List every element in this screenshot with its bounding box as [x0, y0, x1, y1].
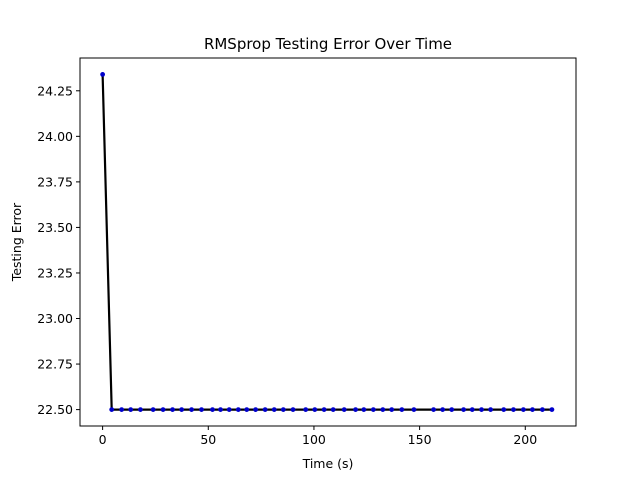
- data-point: [511, 407, 516, 413]
- data-point: [262, 407, 268, 413]
- data-point: [399, 407, 405, 413]
- y-tick-label: 23.00: [37, 311, 73, 326]
- y-tick-label: 23.50: [37, 220, 73, 235]
- data-point: [501, 407, 507, 413]
- data-point: [312, 407, 318, 413]
- x-tick-label: 100: [302, 432, 326, 447]
- data-point: [109, 407, 115, 413]
- y-tick-label: 24.25: [37, 83, 73, 98]
- data-point: [210, 407, 215, 413]
- x-tick-label: 50: [200, 432, 216, 447]
- axes-frame: [79, 57, 577, 427]
- y-axis-ticks: 22.50 22.75 23.00 23.25 23.50 23.75 24.00 24.25: [37, 83, 80, 417]
- data-point: [244, 407, 250, 413]
- data-point: [411, 407, 417, 413]
- x-axis-ticks: 0 50 100 150 200: [99, 426, 537, 447]
- data-point: [488, 407, 494, 413]
- data-point: [321, 407, 327, 413]
- data-point: [539, 407, 545, 413]
- y-tick-label: 22.50: [37, 402, 73, 417]
- data-point: [361, 407, 367, 413]
- data-point: [549, 407, 555, 413]
- data-point: [189, 407, 194, 413]
- data-point: [199, 407, 204, 413]
- data-point: [530, 407, 535, 413]
- plot-area: 0 50 100 150 200 22.50 22.75 23.00 23.25 23.50 23…: [37, 57, 577, 447]
- x-tick-label: 0: [99, 432, 107, 447]
- data-point: [479, 407, 484, 413]
- y-tick-label: 22.75: [37, 357, 73, 372]
- data-point: [461, 407, 466, 413]
- data-point: [341, 407, 347, 413]
- data-point: [218, 407, 223, 413]
- series-layer: [100, 71, 555, 413]
- data-point: [520, 407, 526, 413]
- data-point: [160, 407, 166, 413]
- data-point: [128, 407, 134, 413]
- data-point: [303, 407, 309, 413]
- data-point: [330, 407, 336, 413]
- data-point: [431, 407, 436, 413]
- data-point: [150, 407, 156, 413]
- data-point: [389, 407, 395, 413]
- data-point: [100, 71, 106, 77]
- y-axis-label: Testing Error: [9, 202, 24, 282]
- data-point: [235, 407, 241, 413]
- data-point: [138, 407, 143, 413]
- y-tick-label: 24.00: [37, 129, 73, 144]
- chart-title: RMSprop Testing Error Over Time: [204, 35, 452, 53]
- y-tick-label: 23.25: [37, 265, 73, 280]
- data-point: [179, 407, 185, 413]
- data-point: [469, 407, 475, 413]
- data-point: [353, 407, 358, 413]
- data-point: [380, 407, 386, 413]
- data-point: [226, 407, 232, 413]
- x-tick-label: 200: [513, 432, 537, 447]
- data-point: [271, 407, 277, 413]
- data-point: [449, 407, 455, 413]
- x-tick-label: 150: [408, 432, 432, 447]
- y-tick-label: 23.75: [37, 174, 73, 189]
- data-point: [370, 407, 376, 413]
- data-point: [170, 407, 175, 413]
- data-point: [119, 407, 125, 413]
- data-point: [280, 407, 286, 413]
- data-point: [253, 407, 259, 413]
- series-line: [101, 74, 552, 411]
- x-axis-label: Time (s): [302, 456, 354, 471]
- data-point: [440, 407, 446, 413]
- data-point: [290, 407, 296, 413]
